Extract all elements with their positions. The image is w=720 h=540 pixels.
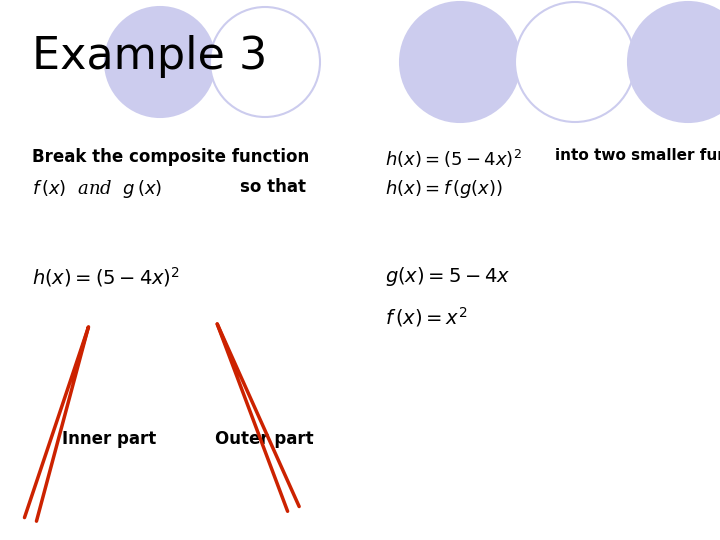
Ellipse shape — [210, 7, 320, 117]
Text: Example 3: Example 3 — [32, 35, 267, 78]
Text: so that: so that — [240, 178, 306, 196]
Text: $h(x)=f\,(g(x))$: $h(x)=f\,(g(x))$ — [385, 178, 503, 200]
Text: $g(x)=5-4x$: $g(x)=5-4x$ — [385, 265, 510, 288]
Text: Break the composite function: Break the composite function — [32, 148, 310, 166]
Text: $f\,(x)=x^2$: $f\,(x)=x^2$ — [385, 305, 467, 329]
Ellipse shape — [105, 7, 215, 117]
Ellipse shape — [400, 2, 520, 122]
Text: Outer part: Outer part — [215, 430, 314, 448]
Ellipse shape — [628, 2, 720, 122]
Text: $h(x)=(5-4x)^2$: $h(x)=(5-4x)^2$ — [32, 265, 180, 289]
Text: into two smaller functions: into two smaller functions — [555, 148, 720, 163]
Text: $f\,(x)$  and  $g\,(x)$: $f\,(x)$ and $g\,(x)$ — [32, 178, 162, 200]
Text: Inner part: Inner part — [62, 430, 156, 448]
Text: $h(x)=(5-4x)^2$: $h(x)=(5-4x)^2$ — [385, 148, 522, 170]
Ellipse shape — [515, 2, 635, 122]
